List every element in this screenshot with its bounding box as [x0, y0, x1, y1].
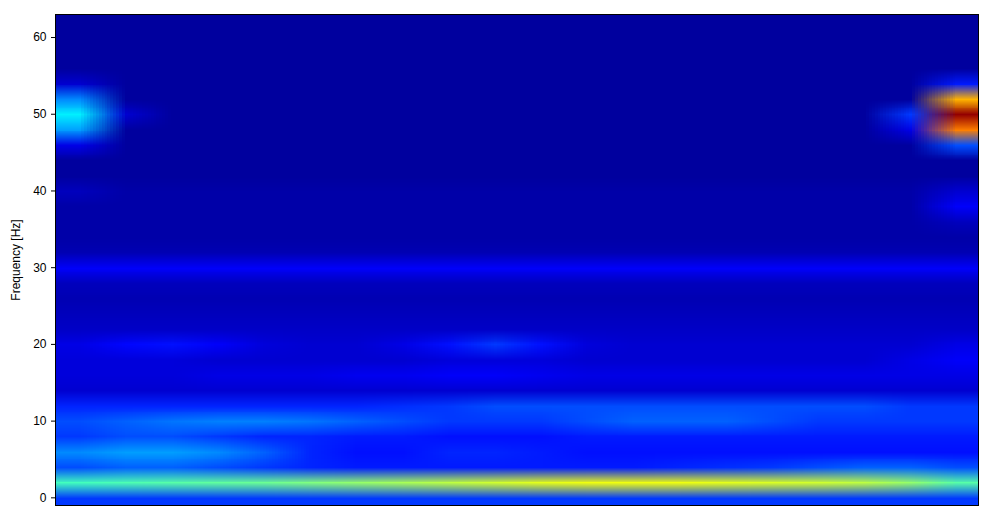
svg-text:50: 50	[33, 107, 47, 121]
svg-text:0: 0	[40, 491, 47, 505]
svg-text:Frequency [Hz]: Frequency [Hz]	[9, 219, 23, 300]
svg-text:60: 60	[33, 30, 47, 44]
svg-text:10: 10	[33, 414, 47, 428]
svg-text:30: 30	[33, 261, 47, 275]
svg-text:20: 20	[33, 337, 47, 351]
svg-text:40: 40	[33, 184, 47, 198]
